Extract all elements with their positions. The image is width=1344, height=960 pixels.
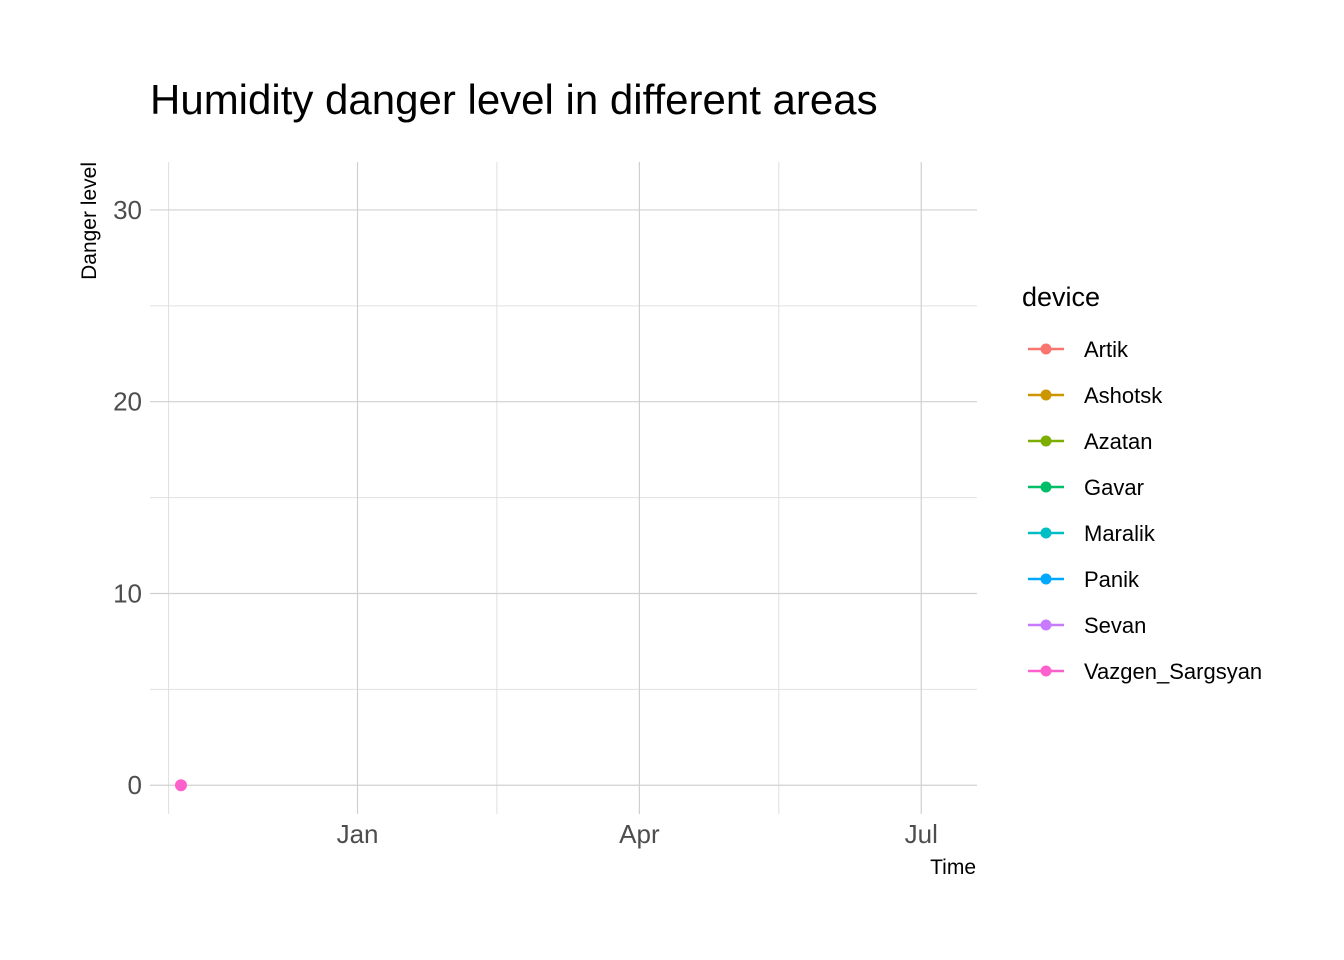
y-tick-label: 20 [113,387,142,417]
legend-label: Maralik [1084,521,1156,546]
legend-items: Artik Ashotsk Azatan Gavar Maralik Panik Sevan… [1028,337,1262,684]
legend-label: Sevan [1084,613,1146,638]
legend-item: Artik [1028,337,1129,362]
legend-key-point [1040,619,1052,631]
legend: device Artik Ashotsk Azatan Gavar Maralik Pan… [1022,282,1262,684]
legend-label: Panik [1084,567,1140,592]
y-axis-ticks: 0 10 20 30 [113,195,142,800]
y-tick-label: 30 [113,195,142,225]
x-tick-label: Jan [337,819,379,849]
data-series [174,779,187,792]
y-tick-label: 10 [113,578,142,608]
legend-key-point [1040,573,1052,585]
legend-item: Maralik [1028,521,1156,546]
legend-label: Vazgen_Sargsyan [1084,659,1262,684]
x-tick-label: Apr [619,819,660,849]
legend-key-point [1040,435,1052,447]
legend-label: Azatan [1084,429,1153,454]
x-axis-ticks: Jan Apr Jul [337,819,938,849]
legend-item: Ashotsk [1028,383,1163,408]
grid-lines [150,162,977,814]
x-axis-title: Time [930,856,976,879]
y-tick-label: 0 [128,770,142,800]
legend-label: Artik [1084,337,1129,362]
legend-item: Vazgen_Sargsyan [1028,659,1262,684]
legend-item: Azatan [1028,429,1153,454]
legend-label: Ashotsk [1084,383,1163,408]
legend-label: Gavar [1084,475,1144,500]
legend-key-point [1040,389,1052,401]
legend-item: Panik [1028,567,1140,592]
legend-key-point [1040,665,1052,677]
legend-key-point [1040,481,1052,493]
legend-item: Gavar [1028,475,1144,500]
data-point [174,779,187,792]
y-axis-title: Danger level [78,162,101,280]
x-tick-label: Jul [905,819,938,849]
legend-key-point [1040,527,1052,539]
legend-key-point [1040,343,1052,355]
legend-title: device [1022,282,1100,312]
legend-item: Sevan [1028,613,1146,638]
chart-title: Humidity danger level in different areas [150,76,878,123]
